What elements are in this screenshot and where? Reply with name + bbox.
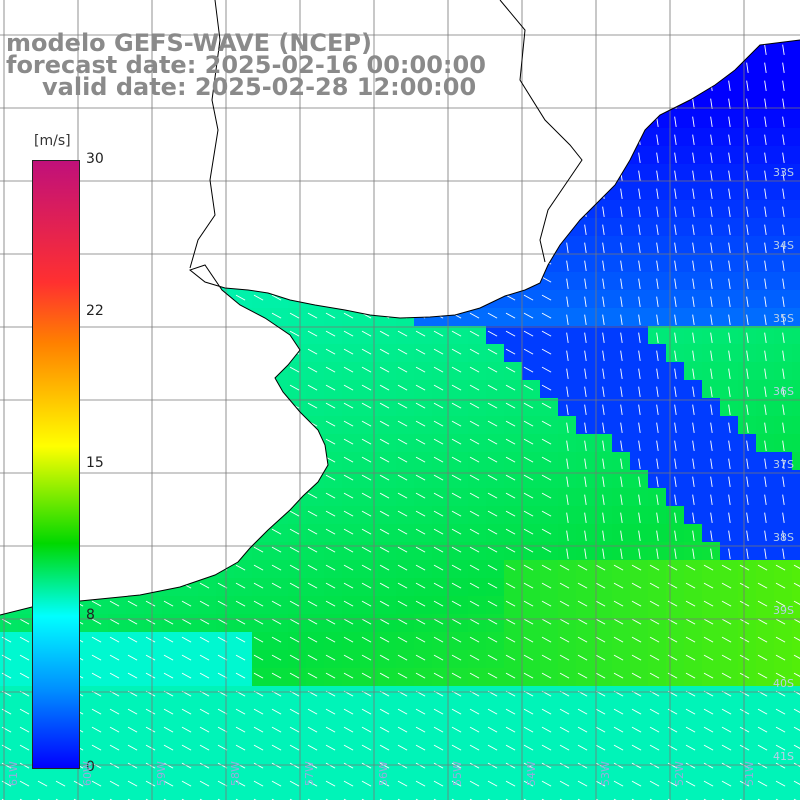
- lon-label: 56W: [377, 761, 390, 786]
- lat-label: 38S: [773, 531, 794, 544]
- lon-label: 60W: [81, 761, 94, 786]
- colorbar: [32, 160, 80, 769]
- colorbar-tick-8: 8: [86, 607, 95, 623]
- lat-label: 41S: [773, 750, 794, 763]
- valid-date: valid date: 2025-02-28 12:00:00: [42, 73, 477, 101]
- lat-label: 40S: [773, 677, 794, 690]
- model-title: modelo GEFS-WAVE (NCEP): [6, 29, 372, 57]
- land-area: [0, 0, 800, 615]
- coastline: [0, 0, 800, 616]
- lat-label: 36S: [773, 385, 794, 398]
- lon-label: 57W: [303, 761, 316, 786]
- colorbar-tick-30: 30: [86, 151, 104, 167]
- lon-label: 59W: [155, 761, 168, 786]
- lon-label: 58W: [229, 761, 242, 786]
- lon-label: 53W: [599, 761, 612, 786]
- lon-label: 54W: [525, 761, 538, 786]
- lat-label: 33S: [773, 166, 794, 179]
- colorbar-tick-22: 22: [86, 303, 104, 319]
- lon-label: 61W: [7, 761, 20, 786]
- forecast-date: forecast date: 2025-02-16 00:00:00: [6, 51, 486, 79]
- lon-label: 52W: [673, 761, 686, 786]
- lat-label: 35S: [773, 312, 794, 325]
- lon-label: 55W: [451, 761, 464, 786]
- colorbar-tick-0: 0: [86, 759, 95, 775]
- lat-label: 37S: [773, 458, 794, 471]
- lon-label: 51W: [743, 761, 756, 786]
- lat-label: 39S: [773, 604, 794, 617]
- colorbar-tick-15: 15: [86, 455, 104, 471]
- lat-label: 34S: [773, 239, 794, 252]
- colorbar-unit: [m/s]: [34, 133, 71, 149]
